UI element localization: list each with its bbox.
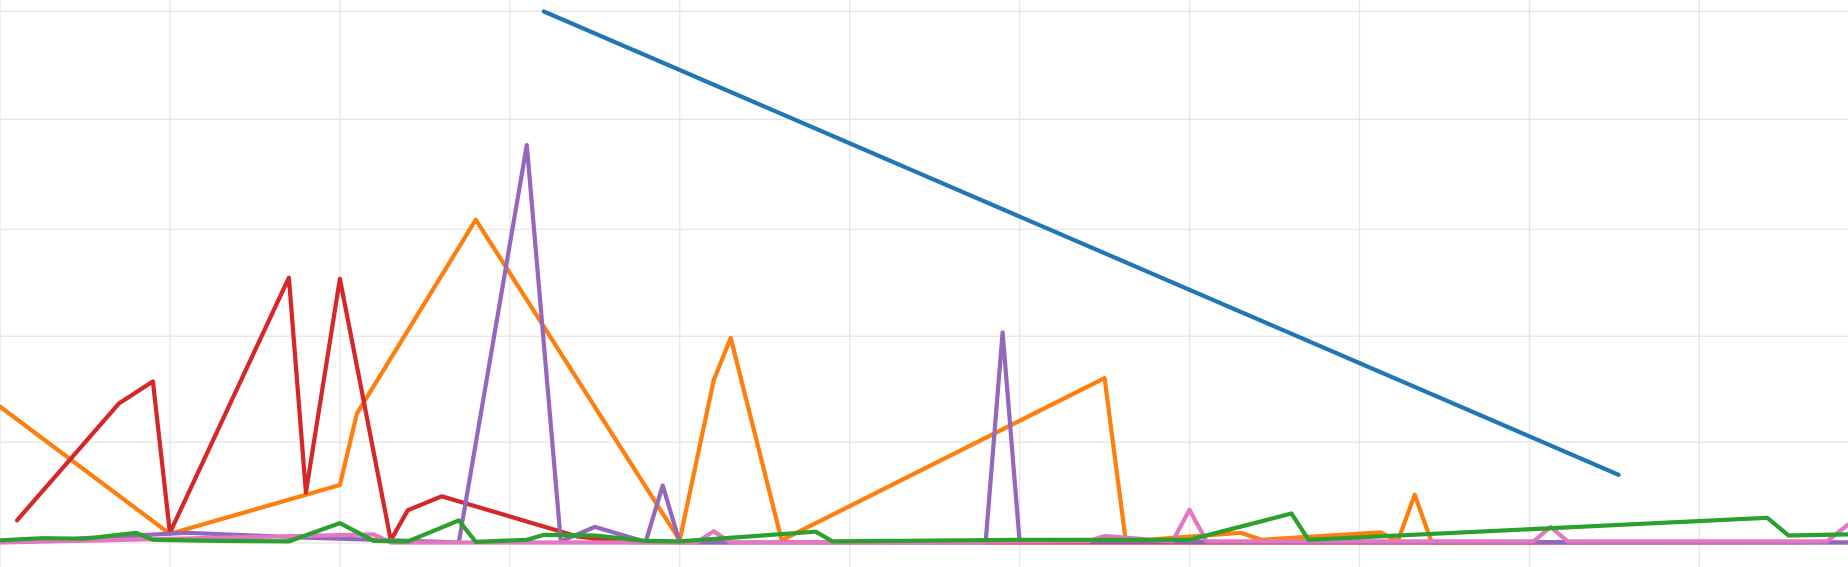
series-line-4 (0, 145, 1848, 542)
series-line-1 (544, 11, 1619, 474)
series-line-2 (0, 220, 1806, 543)
series-layer (0, 11, 1848, 542)
series-line-3 (17, 278, 1848, 543)
